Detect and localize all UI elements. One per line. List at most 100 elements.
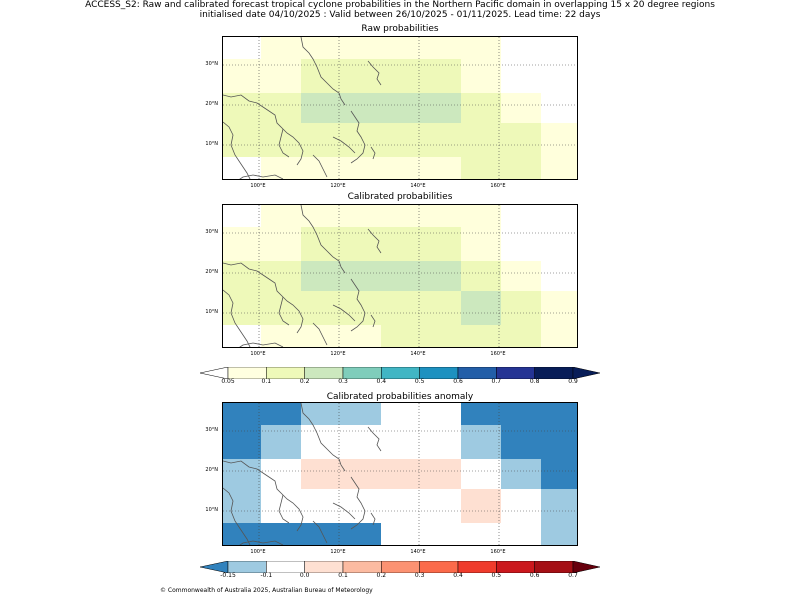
colorbar-tick-label: 0.6	[453, 378, 463, 385]
grid-cell	[223, 291, 261, 325]
grid-cell	[381, 325, 421, 347]
grid-cell	[223, 157, 261, 179]
grid-cell	[541, 261, 577, 291]
longitude-label: 120°E	[330, 183, 346, 189]
grid-cell	[261, 291, 301, 325]
grid-cell	[261, 489, 301, 523]
grid-cell	[261, 93, 301, 123]
grid-cell	[381, 205, 421, 227]
coastline	[223, 121, 251, 179]
grid-cell	[301, 403, 341, 425]
latitude-label: 20°N	[205, 269, 218, 275]
grid-cell	[461, 93, 501, 123]
grid-cell	[261, 123, 301, 157]
grid-cell	[541, 37, 577, 59]
grid-cell	[461, 489, 501, 523]
grid-cell	[301, 325, 341, 347]
latitude-label: 20°N	[205, 101, 218, 107]
coastline	[350, 110, 366, 164]
grid-cell	[341, 205, 381, 227]
grid-cell	[381, 523, 421, 545]
latitude-label: 30°N	[205, 229, 218, 235]
coastline	[223, 487, 251, 545]
colorbar-tick-label: 0.3	[338, 378, 348, 385]
grid-cell	[341, 37, 381, 59]
grid-cell	[421, 157, 461, 179]
colorbar-svg	[199, 366, 601, 380]
grid-cell	[223, 523, 261, 545]
grid-cell	[223, 37, 261, 59]
grid-cell	[381, 227, 421, 261]
grid-cell	[301, 93, 341, 123]
coastline	[332, 136, 356, 154]
grid-cell	[421, 489, 461, 523]
grid-cell	[421, 37, 461, 59]
grid-cell	[341, 523, 381, 545]
grid-cell	[341, 93, 381, 123]
grid-cell	[301, 523, 341, 545]
grid-cell	[541, 489, 577, 523]
grid-cell	[461, 523, 501, 545]
grid-cell	[421, 291, 461, 325]
grid-cell	[261, 227, 301, 261]
latitude-label: 30°N	[205, 61, 218, 67]
colorbar-tick-label: 0.5	[414, 378, 425, 385]
coastline	[367, 60, 382, 86]
grid-cell	[461, 157, 501, 179]
grid-cell	[541, 291, 577, 325]
colorbar-over-arrow	[572, 560, 601, 574]
coastline	[350, 476, 366, 530]
colorbar-over-arrow	[572, 366, 601, 380]
panel-title-calibrated: Calibrated probabilities	[347, 192, 453, 202]
coastline	[312, 520, 328, 544]
grid-cell	[541, 523, 577, 545]
colorbar-tick-label: 0.7	[568, 572, 578, 579]
grid-cell	[501, 157, 541, 179]
latitude-label: 10°N	[205, 507, 218, 513]
grid-cell	[341, 59, 381, 93]
grid-cell	[261, 261, 301, 291]
latitude-label: 30°N	[205, 427, 218, 433]
grid-cell	[261, 59, 301, 93]
grid-cell	[381, 425, 421, 459]
grid-cell	[341, 459, 381, 489]
grid-cell	[341, 325, 381, 347]
subtitle: initialised date 04/10/2025 : Valid betw…	[199, 10, 601, 20]
grid-cell	[223, 59, 261, 93]
grid-cell	[301, 205, 341, 227]
colorbar-tick-label: 0.2	[376, 572, 387, 579]
coastline	[239, 540, 284, 545]
grid-cell	[381, 291, 421, 325]
coastline	[370, 512, 376, 526]
grid-cell	[261, 157, 301, 179]
coastline	[370, 146, 376, 160]
grid-cell	[381, 459, 421, 489]
grid-cell	[461, 403, 501, 425]
grid-cell	[381, 123, 421, 157]
colorbar-tick-label: 0.4	[376, 378, 387, 385]
grid-cell	[223, 261, 261, 291]
colorbar-tick-label: -0.15	[220, 572, 236, 579]
coastline	[367, 426, 382, 452]
grid-cell	[501, 523, 541, 545]
grid-cell	[421, 425, 461, 459]
grid-cell	[421, 523, 461, 545]
colorbar-tick-label: 0.3	[414, 572, 425, 579]
colorbar-tick-label: -0.1	[260, 572, 273, 579]
colorbar-tick-label: 0.5	[491, 572, 502, 579]
grid-cell	[261, 325, 301, 347]
coastline	[312, 154, 328, 178]
grid-cell	[541, 425, 577, 459]
coastline	[239, 342, 284, 347]
colorbar-tick-label: 0.4	[453, 572, 463, 579]
grid-cell	[461, 325, 501, 347]
coastline	[312, 322, 328, 346]
panel-title-anomaly: Calibrated probabilities anomaly	[326, 392, 474, 402]
grid-cell	[223, 205, 261, 227]
anomaly-colorbar	[199, 558, 601, 574]
grid-cell	[341, 261, 381, 291]
grid-cell	[501, 37, 541, 59]
grid-cell	[421, 93, 461, 123]
colorbar-tick-label: 0.8	[529, 378, 540, 385]
grid-cell	[461, 205, 501, 227]
